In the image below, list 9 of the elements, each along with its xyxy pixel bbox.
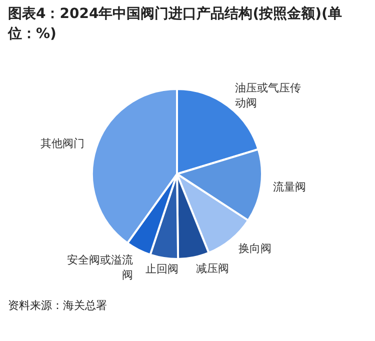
text: 资料来源：海关总署	[8, 298, 107, 313]
slice-label: 安全阀或溢流阀	[66, 253, 133, 282]
slice-label: 流量阀	[273, 180, 306, 194]
slice-label: 减压阀	[196, 262, 230, 275]
chart-title: 图表4：2024年中国阀门进口产品结构(按照金额)(单位：%)	[8, 4, 343, 44]
slice-label: 油压或气压传动阀	[234, 81, 301, 110]
slice-label: 止回阀	[146, 262, 179, 276]
slice-label: 换向阀	[238, 242, 272, 255]
slice-label: 其他阀门	[40, 137, 85, 150]
